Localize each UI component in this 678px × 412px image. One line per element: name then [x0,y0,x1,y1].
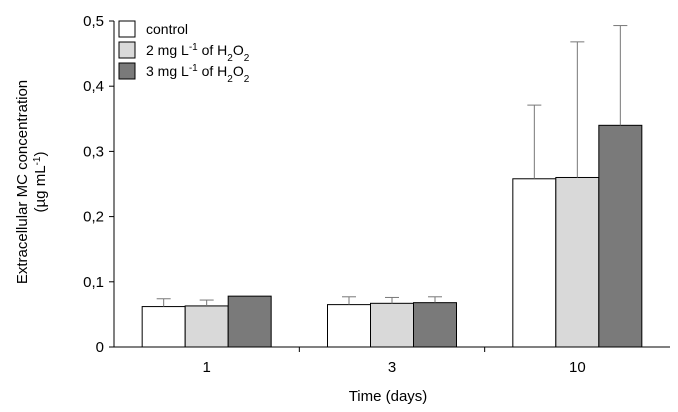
y-tick-label: 0,5 [83,13,104,30]
legend-swatch [118,62,136,80]
y-axis-label-line2: (µg mL-1) [32,152,50,213]
legend-swatch [118,41,136,59]
x-axis-label: Time (days) [349,388,428,405]
bar [512,178,557,348]
legend-label: 3 mg L-1 of H2O2 [146,63,250,85]
bar [141,306,186,348]
x-tick-label: 1 [202,359,210,376]
legend-label: control [146,21,188,37]
bars [141,124,643,348]
bar [327,304,371,348]
y-axis-label: Extracellular MC concentration (µg mL-1) [14,80,49,284]
y-tick-label: 0,2 [83,209,104,226]
y-tick-label: 0,4 [83,78,104,95]
x-tick-label: 10 [569,359,586,376]
legend-swatch [118,20,136,38]
y-tick-label: 0,1 [83,274,104,291]
bar [227,295,272,348]
y-tick-label: 0 [96,339,104,356]
y-axis-label-line1: Extracellular MC concentration [14,80,31,284]
bar [555,176,600,348]
legend-label: 2 mg L-1 of H2O2 [146,42,250,64]
y-tick-label: 0,3 [83,143,104,160]
x-tick-label: 3 [388,359,396,376]
bar [413,302,457,348]
bar [598,124,643,348]
bar [370,302,414,348]
bar [184,305,229,348]
error-bars [156,25,628,307]
